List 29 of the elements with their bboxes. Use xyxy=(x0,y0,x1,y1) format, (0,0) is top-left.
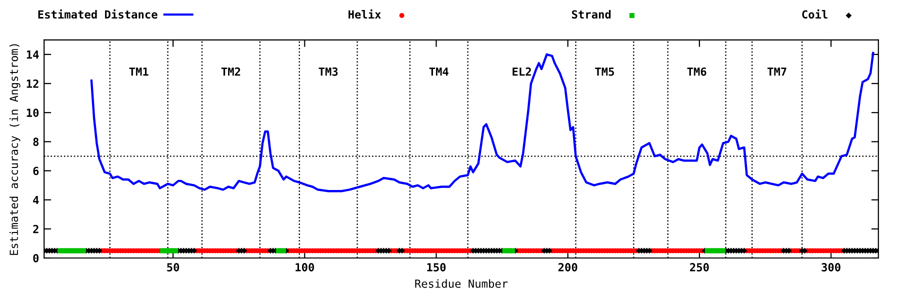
legend-label: Strand xyxy=(572,10,611,19)
x-tick-label: 50 xyxy=(167,263,180,272)
annotation: TM2 xyxy=(221,67,240,76)
y-axis-title: Estimated accuracy (in Angstrom) xyxy=(9,44,20,255)
y-tick-label: 14 xyxy=(26,50,39,59)
annotation: TM1 xyxy=(129,68,148,76)
y-tick-label: 6 xyxy=(33,166,39,176)
x-tick-label: 300 xyxy=(822,263,840,272)
y-tick-label: 10 xyxy=(26,108,39,117)
annotation: EL2 xyxy=(512,67,531,76)
y-tick-label: 12 xyxy=(26,79,38,88)
x-tick-label: 250 xyxy=(690,263,709,272)
y-tick-label: 4 xyxy=(33,196,39,204)
x-axis-title: Residue Number xyxy=(415,279,508,288)
y-tick-label: 8 xyxy=(33,138,39,146)
legend-label: Estimated Distance xyxy=(38,9,158,19)
x-tick-label: 150 xyxy=(427,263,446,272)
x-tick-label: 200 xyxy=(558,263,578,272)
y-tick-label: 2 xyxy=(33,224,38,234)
annotation: TM6 xyxy=(687,67,706,76)
annotation: TM7 xyxy=(768,68,786,76)
annotation: TM4 xyxy=(429,68,448,76)
annotation: TM5 xyxy=(595,68,614,76)
x-tick-label: 100 xyxy=(296,263,314,272)
legend-label: Helix xyxy=(348,9,381,19)
line-series xyxy=(90,52,874,192)
legend-label: Coil xyxy=(802,9,828,19)
annotation: TM3 xyxy=(318,67,338,76)
y-tick-label: 0 xyxy=(33,254,39,262)
